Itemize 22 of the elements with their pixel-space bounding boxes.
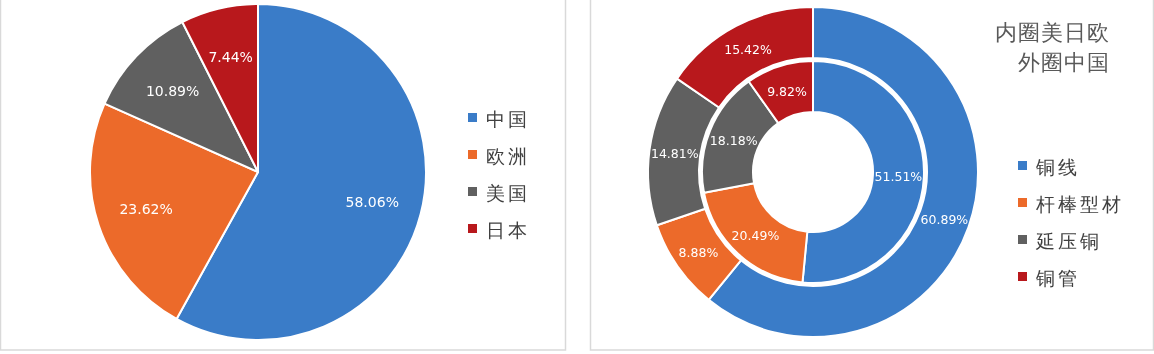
data-label: 23.62% <box>119 201 173 218</box>
data-label: 20.49% <box>731 228 780 244</box>
text: 外圈中国 <box>1018 50 1110 75</box>
legend-label: 欧洲 <box>486 145 530 167</box>
legend-label: 铜管 <box>1035 267 1080 289</box>
legend-label: 延压铜 <box>1035 230 1102 252</box>
data-label: 60.89% <box>920 211 969 227</box>
data-label: 51.51% <box>874 169 923 185</box>
legend-label: 中国 <box>486 108 530 130</box>
data-label: 15.42% <box>724 41 772 57</box>
legend-label: 杆棒型材 <box>1035 193 1124 215</box>
data-label: 9.82% <box>767 83 808 99</box>
data-label: 8.88% <box>678 244 719 260</box>
data-label: 10.89% <box>145 82 200 99</box>
data-label: 18.18% <box>709 133 758 149</box>
legend-label: 日本 <box>486 219 530 241</box>
text: 内圈美日欧 <box>995 20 1110 45</box>
data-label: 7.44% <box>208 49 253 66</box>
data-label: 58.06% <box>345 193 399 210</box>
data-label: 14.81% <box>650 146 699 161</box>
legend-label: 美国 <box>486 182 530 204</box>
legend-label: 铜线 <box>1035 156 1080 178</box>
